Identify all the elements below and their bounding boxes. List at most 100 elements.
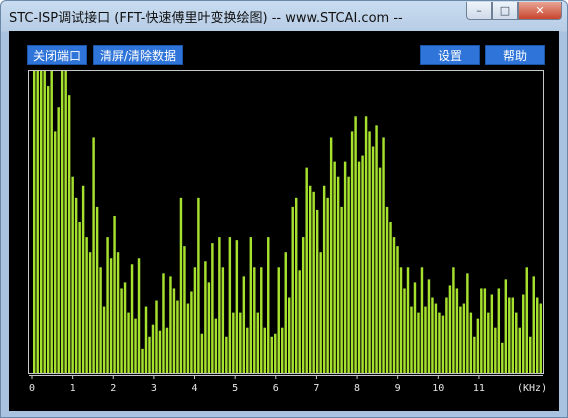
fft-bar <box>305 167 308 373</box>
close-port-button[interactable]: 关闭端口 <box>27 45 87 65</box>
fft-bar <box>85 237 88 373</box>
fft-bar <box>347 176 350 373</box>
fft-bar <box>410 306 413 373</box>
fft-bar <box>43 71 46 373</box>
fft-bar <box>329 137 333 373</box>
fft-bar <box>511 297 515 373</box>
minimize-icon[interactable]: – <box>466 2 492 20</box>
fft-bar <box>113 215 116 373</box>
fft-chart: (KHz) 0 1 2 3 4 5 6 7 8 9 10 11 <box>28 70 547 394</box>
fft-bar <box>385 206 389 373</box>
fft-bar <box>274 333 277 373</box>
x-axis-unit-label: (KHz) <box>517 383 547 394</box>
fft-bar <box>312 191 315 373</box>
fft-bar <box>371 146 375 373</box>
fft-bar <box>281 327 284 373</box>
fft-bar <box>308 185 312 373</box>
fft-bar <box>81 185 85 373</box>
fft-bar <box>67 95 71 373</box>
fft-bar <box>501 342 504 373</box>
fft-bar <box>246 327 249 373</box>
fft-bar <box>148 336 151 373</box>
fft-bar <box>336 176 340 373</box>
fft-bar <box>417 312 420 373</box>
fft-bar <box>141 348 144 373</box>
x-tick-label: 0 <box>29 383 35 394</box>
fft-bar <box>155 300 158 373</box>
fft-bar <box>151 324 155 373</box>
help-button[interactable]: 帮助 <box>485 45 545 65</box>
fft-bar <box>204 261 207 373</box>
fft-bar <box>413 282 417 373</box>
fft-bar <box>137 258 141 373</box>
x-tick-label: 9 <box>395 383 401 394</box>
fft-bar <box>57 107 60 374</box>
fft-bar <box>120 288 123 373</box>
fft-bar <box>169 276 172 373</box>
x-axis <box>29 375 543 379</box>
fft-bar <box>455 288 459 373</box>
maximize-icon[interactable]: □ <box>492 2 518 20</box>
fft-bar <box>228 237 232 373</box>
fft-bar <box>427 279 431 373</box>
fft-bar <box>441 315 445 373</box>
fft-bar <box>116 252 120 373</box>
fft-bar <box>39 71 43 373</box>
fft-bar <box>399 267 403 373</box>
fft-bar <box>319 252 322 373</box>
fft-bar <box>315 209 319 373</box>
fft-bar <box>522 294 525 373</box>
fft-bar <box>95 206 99 373</box>
fft-bar <box>291 206 294 373</box>
fft-bar <box>221 267 225 373</box>
fft-bar <box>239 312 242 373</box>
fft-bar <box>88 252 92 373</box>
settings-button[interactable]: 设置 <box>420 45 480 65</box>
fft-bar <box>130 264 134 373</box>
title-bar[interactable]: STC-ISP调试接口 (FFT-快速傅里叶变换绘图) -- www.STCAI… <box>1 1 567 31</box>
fft-bar <box>529 336 532 373</box>
chart-frame <box>28 70 544 374</box>
fft-bar <box>301 237 305 373</box>
window-title: STC-ISP调试接口 (FFT-快速傅里叶变换绘图) -- www.STCAI… <box>9 11 403 26</box>
fft-bar <box>483 288 487 373</box>
fft-bar <box>350 131 354 373</box>
fft-bar <box>469 312 473 373</box>
fft-bar <box>179 197 183 373</box>
fft-bar <box>277 267 280 373</box>
fft-bar <box>46 86 50 373</box>
fft-bar <box>207 282 211 373</box>
fft-bar <box>123 282 127 373</box>
fft-bar <box>375 125 378 373</box>
clear-data-button[interactable]: 清屏/清除数据 <box>93 45 183 65</box>
fft-bar <box>424 306 427 373</box>
fft-bar <box>525 267 528 373</box>
fft-bar <box>186 303 190 373</box>
fft-bar <box>249 237 253 373</box>
fft-bar <box>452 267 455 373</box>
fft-bar <box>158 330 162 373</box>
fft-bar <box>476 318 480 373</box>
fft-bar <box>253 267 256 373</box>
fft-bar <box>459 306 462 373</box>
close-icon[interactable]: ✕ <box>518 2 562 20</box>
fft-bar <box>134 318 137 373</box>
fft-bar <box>487 312 490 373</box>
fft-plot-area: 关闭端口 清屏/清除数据 设置 帮助 (KHz) 0 1 2 3 4 5 6 7 8 9 10 11 <box>9 31 559 411</box>
fft-bar <box>536 297 539 373</box>
fft-bar <box>462 303 466 373</box>
x-tick-label: 1 <box>70 383 76 394</box>
fft-bar <box>162 273 165 373</box>
fft-bar <box>431 297 434 373</box>
fft-bar <box>480 288 483 373</box>
fft-bar <box>267 237 270 373</box>
fft-bar <box>165 327 169 373</box>
x-tick-label: 11 <box>473 383 485 394</box>
fft-bar <box>343 161 347 373</box>
x-tick-label: 7 <box>313 383 319 394</box>
fft-bar <box>53 131 57 373</box>
fft-bar <box>109 258 113 373</box>
fft-bar <box>434 303 438 373</box>
fft-bar <box>232 312 235 373</box>
